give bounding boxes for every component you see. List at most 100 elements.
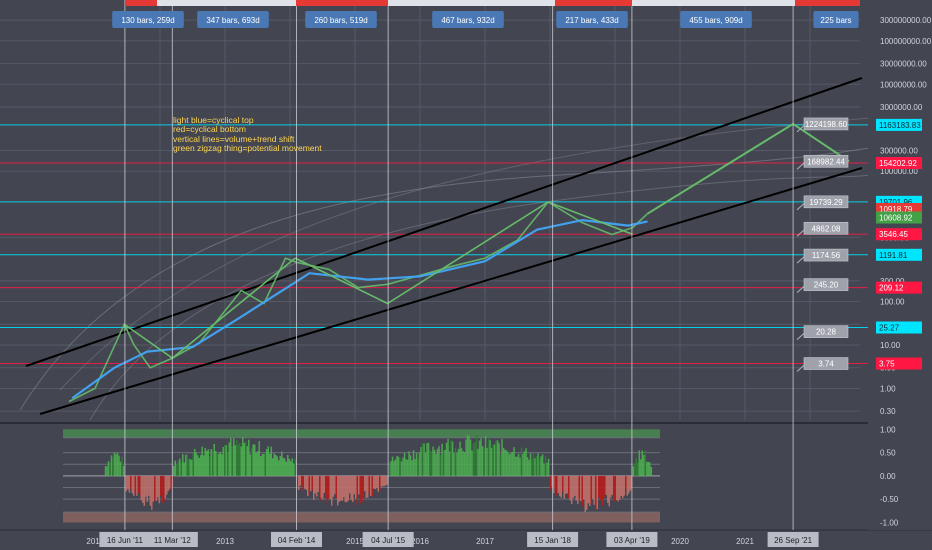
- osc-bar-positive: [441, 443, 443, 476]
- x-tick-label: 2021: [736, 537, 754, 546]
- date-marker-text: 04 Jul '15: [371, 536, 406, 545]
- osc-bar-positive: [432, 446, 434, 476]
- osc-bar-negative: [377, 475, 379, 492]
- osc-bar-negative: [334, 475, 336, 495]
- cyclical-bottom-tag: 3.75: [876, 357, 922, 370]
- y-tick-label: 0.30: [880, 407, 896, 416]
- osc-bar-positive: [186, 454, 188, 476]
- osc-bar-negative: [133, 475, 135, 496]
- osc-bar-positive: [192, 453, 194, 476]
- osc-bar-positive: [258, 441, 260, 476]
- osc-bar-positive: [447, 438, 449, 476]
- y-axis-background: [868, 0, 932, 530]
- note-line: red=cyclical bottom: [173, 124, 246, 135]
- bar-count-label: 455 bars, 909d: [680, 11, 752, 28]
- osc-bar-positive: [632, 466, 635, 476]
- osc-bar-negative: [344, 475, 346, 503]
- osc-bar-positive: [251, 447, 253, 476]
- osc-bar-negative: [145, 475, 147, 497]
- date-marker-box: [146, 532, 198, 547]
- osc-bar-negative: [608, 475, 610, 507]
- osc-bar-positive: [263, 453, 265, 476]
- osc-bar-negative: [385, 475, 387, 486]
- projection-label: 168982.44: [796, 155, 849, 170]
- x-tick-label: 2015: [346, 537, 364, 546]
- osc-bar-positive: [116, 452, 119, 476]
- osc-bar-positive: [212, 450, 214, 476]
- cyclical-top-tag: 1191.81: [876, 248, 922, 261]
- osc-bar-negative: [314, 475, 316, 494]
- osc-bar-positive: [459, 441, 461, 476]
- osc-bar-negative: [305, 475, 307, 490]
- date-marker-text: 11 Mar '12: [154, 536, 192, 545]
- osc-bar-positive: [209, 456, 211, 476]
- level-tag-box: [876, 157, 922, 170]
- osc-bar-positive: [532, 453, 535, 476]
- level-tag-value: 3.75: [879, 360, 895, 369]
- osc-bar-positive: [435, 453, 437, 476]
- osc-bar-positive: [508, 454, 511, 476]
- date-marker-text: 16 Jun '11: [107, 536, 144, 545]
- level-tag-value: 154202.92: [879, 159, 917, 168]
- osc-bar-positive: [534, 458, 536, 476]
- projection-box: [803, 357, 849, 370]
- osc-bar-positive: [535, 456, 538, 476]
- price-series-line: [68, 200, 649, 403]
- osc-bar-positive: [107, 461, 110, 476]
- osc-bar-positive: [219, 451, 221, 476]
- osc-bar-positive: [450, 440, 452, 476]
- projection-value: 1224198.60: [805, 120, 848, 129]
- y-tick-label: 300000.00: [880, 146, 918, 155]
- osc-bar-negative: [370, 475, 372, 496]
- osc-bar-negative: [575, 475, 577, 501]
- osc-bar-positive: [634, 463, 636, 476]
- osc-bar-positive: [112, 457, 114, 476]
- osc-bar-negative: [625, 475, 627, 489]
- osc-bar-positive: [406, 459, 409, 476]
- date-marker-box: [271, 532, 322, 547]
- osc-bar-negative: [355, 475, 357, 499]
- osc-bar-negative: [125, 475, 128, 492]
- bar-count-box: [813, 11, 859, 28]
- osc-bar-positive: [109, 462, 111, 476]
- y-tick-label: 100000.00: [880, 167, 918, 176]
- osc-bar-negative: [307, 475, 309, 497]
- osc-bar-negative: [589, 475, 591, 507]
- projection-box: [803, 155, 849, 168]
- date-marker-box: [767, 532, 819, 547]
- bar-count-text: 455 bars, 909d: [689, 16, 742, 25]
- osc-bar-positive: [505, 450, 508, 476]
- osc-bar-positive: [519, 457, 521, 476]
- osc-bar-negative: [170, 475, 173, 492]
- projection-label: 4862.08: [796, 221, 849, 237]
- osc-bar-positive: [248, 439, 250, 476]
- osc-bar-positive: [393, 461, 395, 476]
- osc-bar-positive: [269, 453, 271, 476]
- osc-bar-positive: [272, 458, 274, 476]
- osc-bar-negative: [350, 475, 352, 500]
- osc-bar-positive: [523, 451, 526, 476]
- osc-bar-positive: [183, 462, 185, 476]
- osc-bar-negative: [605, 475, 607, 495]
- osc-bar-positive: [543, 463, 545, 476]
- osc-bar-negative: [361, 475, 363, 503]
- osc-bar-negative: [322, 475, 324, 500]
- bar-count-text: 467 bars, 932d: [441, 16, 494, 25]
- price-tag-value: 10918.79: [879, 205, 913, 214]
- osc-bar-positive: [246, 446, 248, 476]
- osc-bar-positive: [546, 462, 548, 476]
- cycle-marker-light: [632, 0, 795, 6]
- osc-bar-negative: [298, 475, 300, 491]
- osc-bar-negative: [340, 475, 342, 501]
- osc-bar-positive: [420, 447, 422, 476]
- osc-bar-positive: [538, 459, 541, 476]
- osc-bar-positive: [537, 453, 539, 476]
- osc-bar-positive: [230, 438, 232, 476]
- osc-bar-positive: [264, 453, 266, 476]
- osc-bar-positive: [529, 453, 532, 476]
- osc-bar-positive: [499, 454, 502, 476]
- osc-bar-positive: [418, 452, 421, 476]
- osc-bar-positive: [254, 444, 256, 476]
- cycle-marker-light: [157, 0, 296, 6]
- bar-count-label: 130 bars, 259d: [112, 11, 184, 28]
